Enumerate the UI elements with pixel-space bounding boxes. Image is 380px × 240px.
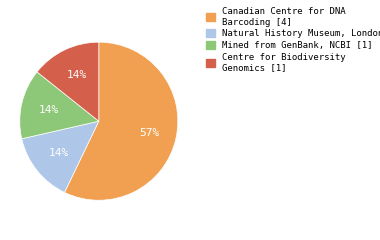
Wedge shape	[37, 42, 99, 121]
Text: 14%: 14%	[49, 148, 69, 158]
Wedge shape	[65, 42, 178, 200]
Wedge shape	[22, 121, 99, 192]
Text: 14%: 14%	[39, 105, 59, 115]
Legend: Canadian Centre for DNA
Barcoding [4], Natural History Museum, London [1], Mined: Canadian Centre for DNA Barcoding [4], N…	[206, 7, 380, 72]
Text: 57%: 57%	[139, 128, 159, 138]
Wedge shape	[20, 72, 99, 139]
Text: 14%: 14%	[66, 70, 87, 80]
